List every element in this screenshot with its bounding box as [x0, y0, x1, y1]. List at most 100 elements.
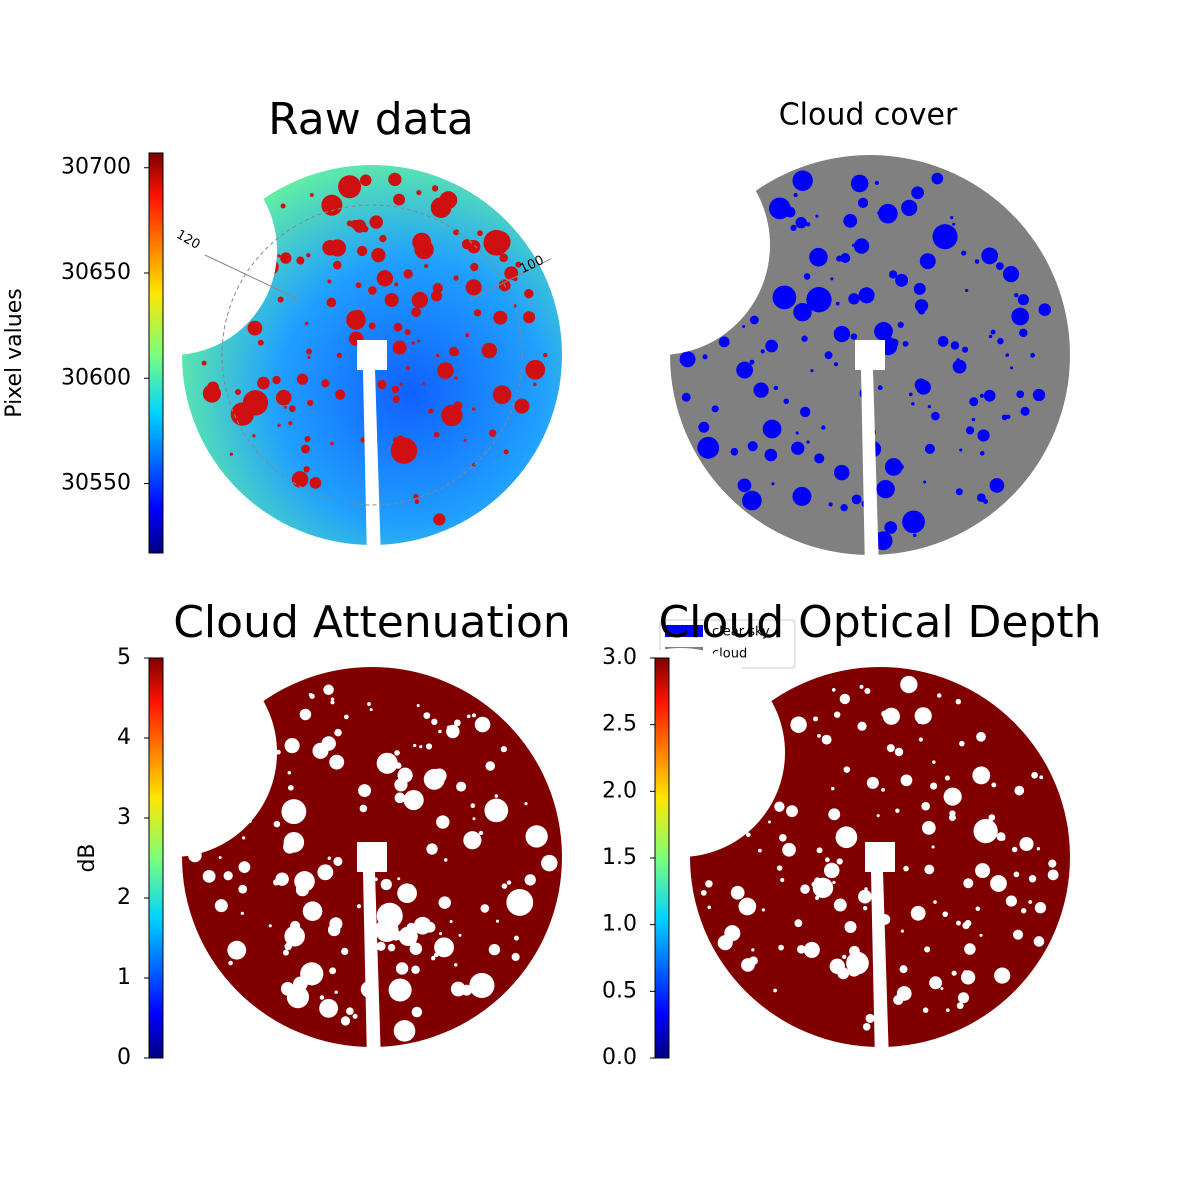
image-blob	[902, 340, 909, 347]
image-blob	[884, 458, 903, 476]
image-blob	[833, 325, 851, 343]
image-blob	[393, 193, 406, 206]
image-blob	[536, 843, 540, 847]
image-blob	[833, 362, 839, 367]
image-blob	[981, 247, 999, 265]
image-blob	[277, 423, 281, 427]
image-blob	[944, 775, 950, 781]
image-blob	[398, 926, 418, 946]
image-blob	[911, 186, 925, 200]
image-blob	[470, 803, 476, 809]
image-blob	[783, 398, 789, 405]
image-blob	[900, 774, 913, 787]
image-blob	[433, 431, 440, 438]
image-blob	[411, 307, 421, 318]
image-blob	[394, 792, 406, 804]
image-blob	[359, 174, 372, 187]
image-blob	[749, 359, 755, 365]
image-blob	[846, 951, 869, 975]
image-blob	[478, 830, 484, 836]
image-blob	[229, 452, 233, 456]
image-blob	[503, 449, 509, 455]
image-blob	[470, 262, 479, 272]
colorbar-tick-label: 5	[117, 645, 131, 670]
image-blob	[942, 911, 949, 917]
image-blob	[839, 693, 851, 705]
image-blob	[309, 693, 315, 699]
image-blob	[309, 477, 322, 489]
image-blob	[471, 713, 477, 718]
image-blob	[411, 1006, 423, 1018]
image-blob	[955, 488, 963, 496]
image-blob	[948, 814, 956, 822]
image-blob	[795, 217, 807, 229]
panel-title: Cloud Optical Depth	[658, 597, 1101, 648]
image-blob	[394, 282, 399, 287]
image-blob	[886, 744, 895, 753]
image-blob	[850, 333, 858, 340]
image-blob	[753, 382, 769, 398]
image-blob	[484, 798, 509, 823]
image-blob	[397, 877, 401, 881]
image-blob	[924, 864, 935, 875]
image-blob	[282, 949, 289, 956]
image-blob	[340, 1016, 351, 1026]
colorbar	[148, 152, 164, 554]
image-blob	[201, 360, 207, 366]
image-blob	[815, 214, 819, 218]
image-blob	[280, 203, 286, 209]
image-blob	[956, 920, 961, 926]
image-blob	[814, 877, 822, 885]
image-blob	[1028, 900, 1033, 904]
image-blob	[884, 521, 898, 534]
image-blob	[990, 329, 996, 335]
image-blob	[876, 814, 880, 818]
image-blob	[283, 832, 305, 853]
image-blob	[369, 708, 373, 712]
image-blob	[773, 385, 779, 391]
image-blob	[335, 389, 346, 400]
image-blob	[959, 448, 963, 452]
colorbar-tick-label: 3	[117, 805, 131, 830]
image-blob	[862, 1022, 871, 1031]
image-blob	[919, 253, 936, 270]
image-blob	[957, 992, 970, 1004]
image-blob	[1019, 328, 1028, 338]
image-blob	[817, 734, 821, 738]
image-blob	[757, 848, 762, 853]
image-blob	[326, 297, 337, 308]
image-blob	[990, 875, 1007, 892]
colorbar	[654, 657, 670, 1059]
image-blob	[924, 946, 931, 953]
image-blob	[368, 322, 376, 330]
colorbar-tick-label: 2.0	[602, 778, 637, 803]
image-blob	[330, 697, 335, 701]
image-blob	[287, 784, 294, 791]
image-blob	[874, 180, 879, 186]
image-blob	[857, 197, 869, 208]
image-blob	[927, 405, 932, 409]
image-blob	[794, 919, 803, 928]
image-blob	[937, 336, 949, 347]
image-blob	[931, 411, 940, 421]
image-blob	[950, 216, 954, 220]
image-blob	[698, 421, 710, 433]
image-blob	[432, 282, 443, 294]
colorbar-tick-label: 30700	[61, 155, 131, 180]
image-blob	[961, 250, 967, 256]
image-blob	[414, 499, 420, 505]
image-blob	[397, 883, 417, 904]
image-blob	[1020, 908, 1027, 914]
image-blob	[472, 407, 476, 411]
image-blob	[792, 170, 813, 191]
colorbar-tick-label: 1	[117, 965, 131, 990]
image-blob	[881, 787, 885, 792]
image-blob	[790, 224, 797, 232]
image-blob	[810, 369, 814, 373]
image-blob	[983, 499, 988, 504]
image-blob	[392, 395, 400, 403]
image-blob	[469, 972, 495, 998]
image-blob	[367, 702, 371, 706]
image-blob	[430, 197, 452, 218]
image-blob	[300, 962, 324, 986]
